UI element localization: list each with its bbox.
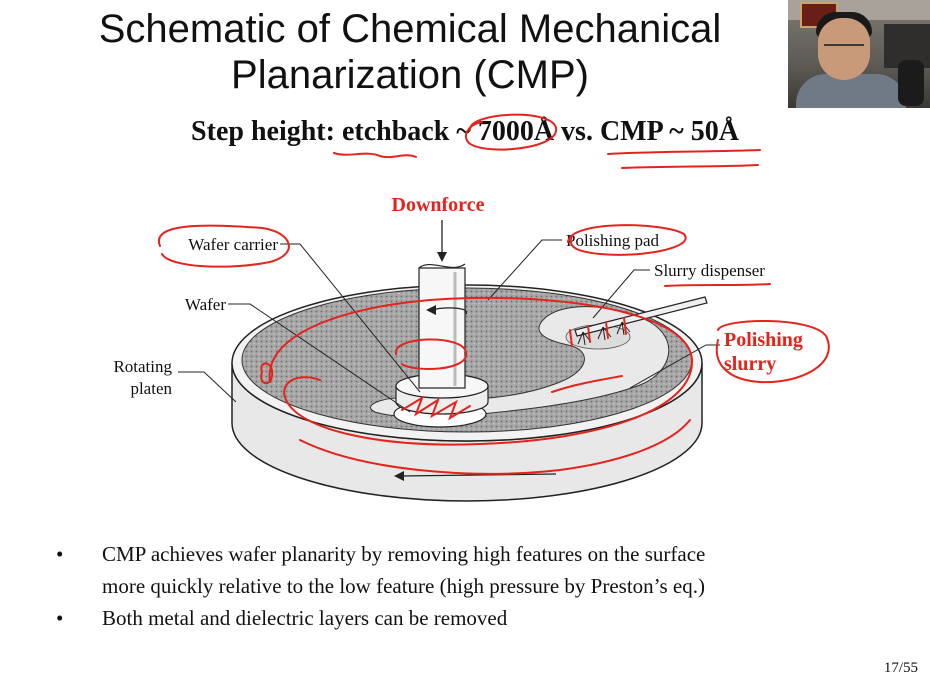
bullet-item: • Both metal and dielectric layers can be… — [56, 602, 896, 634]
wafer-carrier-label: Wafer carrier — [188, 235, 278, 254]
wafer-label: Wafer — [185, 295, 226, 314]
polishing-pad-label: Polishing pad — [566, 231, 660, 250]
bullet-marker: • — [56, 606, 64, 630]
rotating-platen-label-2: platen — [130, 379, 172, 398]
red-annotations — [157, 113, 830, 475]
polishing-slurry-label-2: slurry — [724, 353, 776, 375]
bullet-marker: • — [56, 542, 64, 566]
title-line-1: Schematic of Chemical Mechanical — [98, 7, 722, 51]
downforce-label: Downforce — [392, 194, 485, 216]
bullet-text: Both metal and dielectric layers can be … — [102, 606, 508, 630]
leader-lines — [178, 239, 720, 413]
bullet-text: more quickly relative to the low feature… — [102, 574, 705, 598]
cmp-diagram: Downforce Wafer carrier Wafer Rotating p… — [113, 113, 830, 502]
page-number: 17/55 — [883, 660, 918, 676]
title-line-2: Planarization (CMP) — [231, 53, 589, 97]
bullet-item: • CMP achieves wafer planarity by removin… — [56, 538, 896, 570]
slurry-dispenser-label: Slurry dispenser — [654, 261, 765, 280]
rotating-platen-label-1: Rotating — [113, 357, 172, 376]
bullet-list: • CMP achieves wafer planarity by removin… — [56, 538, 896, 634]
platen-rotation-arrow — [399, 473, 557, 477]
bullet-text: CMP achieves wafer planarity by removing… — [102, 542, 706, 566]
bullet-item: more quickly relative to the low feature… — [56, 570, 896, 602]
presenter-webcam — [788, 0, 930, 108]
polishing-slurry-label-1: Polishing — [724, 329, 803, 351]
step-height-subtitle: Step height: etchback ~ 7000Å vs. CMP ~ … — [191, 116, 739, 147]
wafer-carrier-shaft — [418, 267, 466, 389]
slide-title: Schematic of Chemical Mechanical Planari… — [40, 6, 780, 98]
